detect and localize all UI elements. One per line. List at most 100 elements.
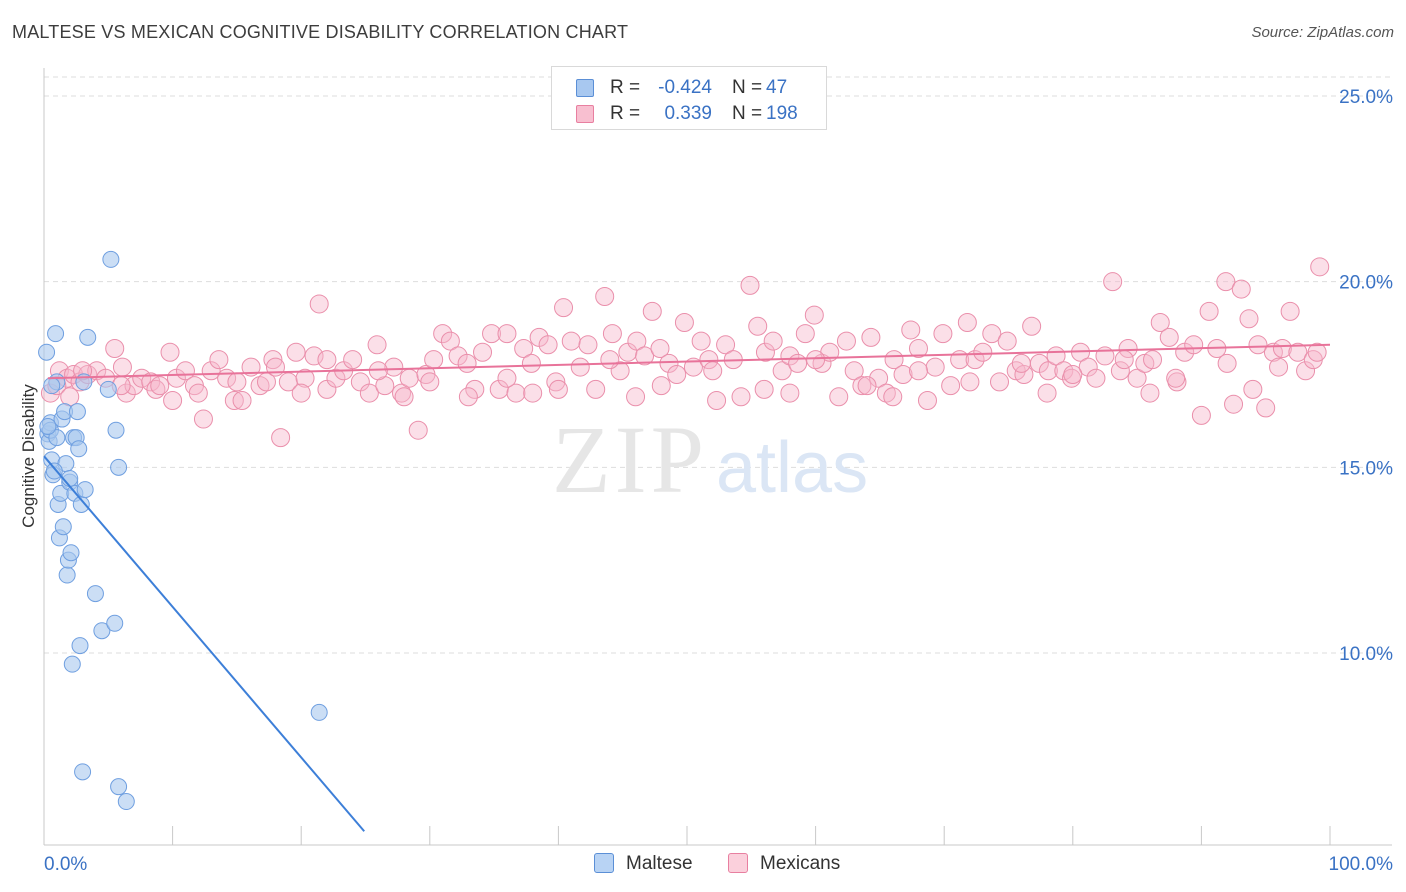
mexicans-point (772, 361, 792, 381)
mexicans-point (857, 376, 877, 396)
mexicans-point (1127, 368, 1147, 388)
mexicans-point (691, 331, 711, 351)
mexicans-point (546, 372, 566, 392)
n-label: N = (732, 77, 763, 98)
mexicans-point (973, 342, 993, 362)
mexicans-point (1296, 361, 1316, 381)
mexicans-point (317, 350, 337, 370)
r-label: R = (610, 103, 641, 124)
maltese-point (110, 458, 128, 476)
mexicans-point (804, 305, 824, 325)
mexicans-point (659, 353, 679, 373)
mexicans-point (497, 324, 517, 344)
mexicans-point (521, 353, 541, 373)
mexicans-point (1014, 365, 1034, 384)
mexicans-point (755, 342, 775, 362)
mexicans-point (754, 379, 774, 399)
mexicans-point (707, 390, 727, 410)
mexicans-point (561, 331, 581, 351)
maltese-point (79, 328, 97, 346)
mexicans-point (893, 365, 913, 384)
mexicans-point (1199, 301, 1219, 321)
mexicans-point (201, 361, 221, 381)
mexicans-point (829, 387, 849, 407)
mexicans-point (650, 339, 670, 359)
maltese-point (102, 250, 120, 268)
mexicans-point (343, 350, 363, 370)
mexicans-point (933, 324, 953, 344)
mexicans-point (1280, 301, 1300, 321)
r-value: -0.424 (658, 77, 712, 98)
mexicans-point (473, 342, 493, 362)
mexicans-point (1224, 394, 1244, 414)
mexicans-point (1248, 335, 1268, 355)
mexicans-point (600, 350, 620, 370)
mexicans-point (602, 324, 622, 344)
mexicans-point (740, 275, 760, 295)
mexicans-point (291, 383, 311, 403)
axes: 0.0% 100.0% (43, 68, 1394, 875)
n-value: 198 (766, 103, 798, 124)
mexicans-point (1231, 279, 1251, 299)
mexicans-point (1269, 357, 1289, 377)
mexicans-point (901, 320, 921, 340)
y-tick-label: 10.0% (1339, 644, 1393, 665)
mexicans-point (263, 350, 283, 370)
mexicans-point (408, 420, 428, 440)
watermark: ZIP atlas (552, 406, 868, 513)
y-tick-label: 20.0% (1339, 273, 1393, 294)
mexicans-point (514, 339, 534, 359)
maltese-point (93, 622, 111, 640)
trend-lines (43, 343, 1331, 832)
chart-title: MALTESE VS MEXICAN COGNITIVE DISABILITY … (12, 22, 629, 42)
mexicans-point (836, 331, 856, 351)
mexicans-point (420, 372, 440, 392)
mexicans-point (780, 383, 800, 403)
mexicans-point (1310, 257, 1330, 277)
mexicans-point (105, 339, 125, 359)
mexicans-point (188, 383, 208, 403)
mexicans-point (674, 313, 694, 333)
mexicans-point (548, 379, 568, 399)
maltese-point (48, 429, 66, 447)
mexicans-point (570, 357, 590, 377)
mexicans-point (869, 368, 889, 388)
mexicans-point (997, 331, 1017, 351)
mexicans-point (440, 331, 460, 351)
mexicans-point (1011, 353, 1031, 373)
maltese-legend-swatch (594, 853, 614, 873)
mexicans-point (160, 342, 180, 362)
maltese-point (70, 440, 88, 458)
y-axis-title-group: Cognitive Disability (19, 384, 38, 528)
mexicans-point (250, 376, 270, 396)
mexicans-point (852, 376, 872, 396)
mexicans-point (304, 346, 324, 366)
mexicans-point (232, 390, 252, 410)
mexicans-legend-swatch (728, 853, 748, 873)
y-axis-title: Cognitive Disability (19, 384, 38, 528)
mexicans-point (209, 350, 229, 370)
x-tick-label: 100.0% (1329, 854, 1394, 875)
n-label: N = (732, 103, 763, 124)
mexicans-point (424, 350, 444, 370)
maltese-point (71, 637, 89, 655)
mexicans-point (482, 324, 502, 344)
mexicans-point (780, 346, 800, 366)
mexicans-point (1114, 350, 1134, 370)
mexicans-point (667, 365, 687, 384)
maltese-point (58, 566, 76, 584)
mexicans-point (883, 387, 903, 407)
mexicans-point (384, 357, 404, 377)
mexicans-point (359, 383, 379, 403)
mexicans-point (699, 350, 719, 370)
mexicans-point (1118, 339, 1138, 359)
maltese-point (45, 462, 63, 480)
mexicans-point (748, 316, 768, 336)
mexicans-point (1103, 272, 1123, 292)
mexicans-point (1216, 272, 1236, 292)
grid-lines: 10.0% 15.0% 20.0% 25.0% (44, 76, 1393, 665)
maltese-trend-line (43, 455, 365, 832)
mexicans-point (465, 379, 485, 399)
mexicans-point (523, 383, 543, 403)
